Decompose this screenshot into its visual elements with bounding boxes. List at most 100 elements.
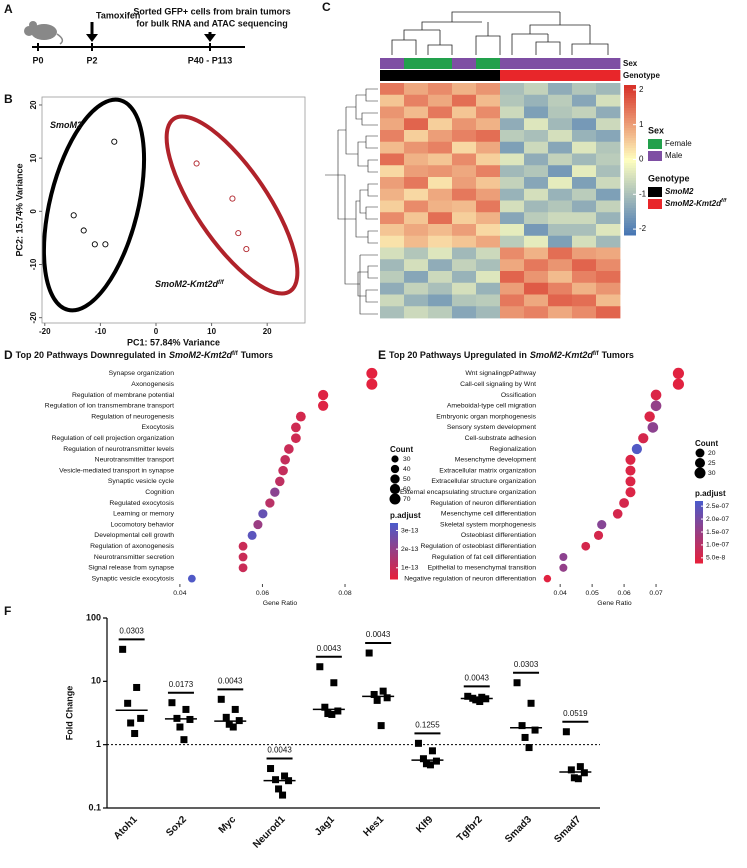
y-tick-label: 1 [96,739,101,749]
colorbar-step [695,547,703,550]
heatmap-cell [500,118,525,131]
colorbar-step [390,577,398,580]
heatmap-cell [428,130,453,143]
colorbar-step [390,558,398,560]
colorbar-step [390,573,398,576]
category-label: Axonogenesis [131,381,174,388]
colorbar-step [624,187,636,191]
category-label: Ossification [501,392,536,399]
heatmap-cell [452,106,477,119]
annotation-cell [500,70,525,81]
heatmap-cell [548,165,573,178]
heatmap-cell [524,306,549,319]
heatmap-cell [500,212,525,225]
dot [644,411,655,422]
category-label: Cell-substrate adhesion [465,435,537,442]
x-axis-label: Gene Ratio [263,600,298,607]
heatmap-cell [596,165,621,178]
category-label: Regulation of neurogenesis [91,413,174,420]
heatmap-cell [500,294,525,307]
heatmap-cell [596,294,621,307]
size-legend-dot [389,493,401,505]
data-point [229,723,237,731]
colorbar-step [390,562,398,565]
heatmap-cell [380,294,405,307]
data-point [567,766,575,774]
colorbar-step [390,527,398,530]
colorbar-step [390,563,398,566]
heatmap-cell [524,282,549,295]
heatmap-cell [500,188,525,201]
data-point [168,699,176,707]
heatmap-cell [452,153,477,166]
heatmap-cell [596,282,621,295]
heatmap-cell [500,106,525,119]
heatmap-cell [380,165,405,178]
y-tick-label: 10 [91,676,101,686]
colorbar-tick-label: 0 [639,155,644,164]
heatmap-cell [572,165,597,178]
heatmap-cell [524,153,549,166]
colorbar-step [695,539,703,542]
heatmap-cell [524,294,549,307]
heatmap-cell [596,106,621,119]
heatmap-cell [380,141,405,154]
legend-swatch [648,139,662,149]
colorbar-step [390,541,398,544]
heatmap-cell [548,224,573,237]
colorbar-step [695,518,703,521]
annotation-label: Genotype [623,71,660,80]
category-label: Skeletal system morphogenesis [440,521,537,528]
heatmap-cell [452,130,477,143]
colorbar-step [624,162,636,166]
heatmap-cell [428,118,453,131]
colorbar-step [695,535,703,538]
heatmap-cell [524,200,549,213]
group-label: SmoM2-Kmt2df/f [155,279,225,289]
heatmap-cell [500,153,525,166]
heatmap-cell [548,130,573,143]
colorbar-step [695,502,703,505]
y-tick-label: -20 [29,311,38,323]
dot [625,487,636,498]
heatmap-cell [500,83,525,96]
heatmap-cell [404,83,429,96]
colorbar-step [695,550,703,553]
heatmap-cell [428,235,453,248]
heatmap-cell [572,271,597,284]
colorbar-step [624,155,636,158]
heatmap-cell [476,282,501,295]
category-label: Synaptic vesicle exocytosis [92,575,175,582]
dot [318,400,329,411]
heatmap-cell [476,153,501,166]
heatmap-cell [500,306,525,319]
colorbar-step [624,140,636,143]
heatmap-cell [524,271,549,284]
data-point [235,230,242,237]
heatmap-cell [404,94,429,107]
x-tick-label: 0.04 [173,590,186,597]
heatmap-cell [476,306,501,319]
category-label: Osteoblast differentiation [461,532,536,539]
heatmap-cell [452,141,477,154]
data-point [176,723,184,731]
panel-label: A [4,2,13,16]
colorbar-step [695,510,703,513]
annotation-cell [524,58,549,69]
category-label: Extracellular structure organization [431,478,536,485]
data-point [91,241,98,248]
heatmap-cell [548,153,573,166]
text-part: f/f [218,280,225,286]
colorbar-step [624,147,636,151]
colorbar-step [624,167,636,171]
heatmap-cell [572,282,597,295]
y-axis-label: PC2: 15.74% Variance [14,163,24,256]
category-label: External encapsulating structure organiz… [400,489,536,496]
data-point [182,705,190,713]
dot [295,411,306,422]
colorbar-tick-label: -2 [639,224,647,233]
colorbar-step [390,565,398,567]
heatmap-cell [524,177,549,190]
heatmap-cell [548,271,573,284]
